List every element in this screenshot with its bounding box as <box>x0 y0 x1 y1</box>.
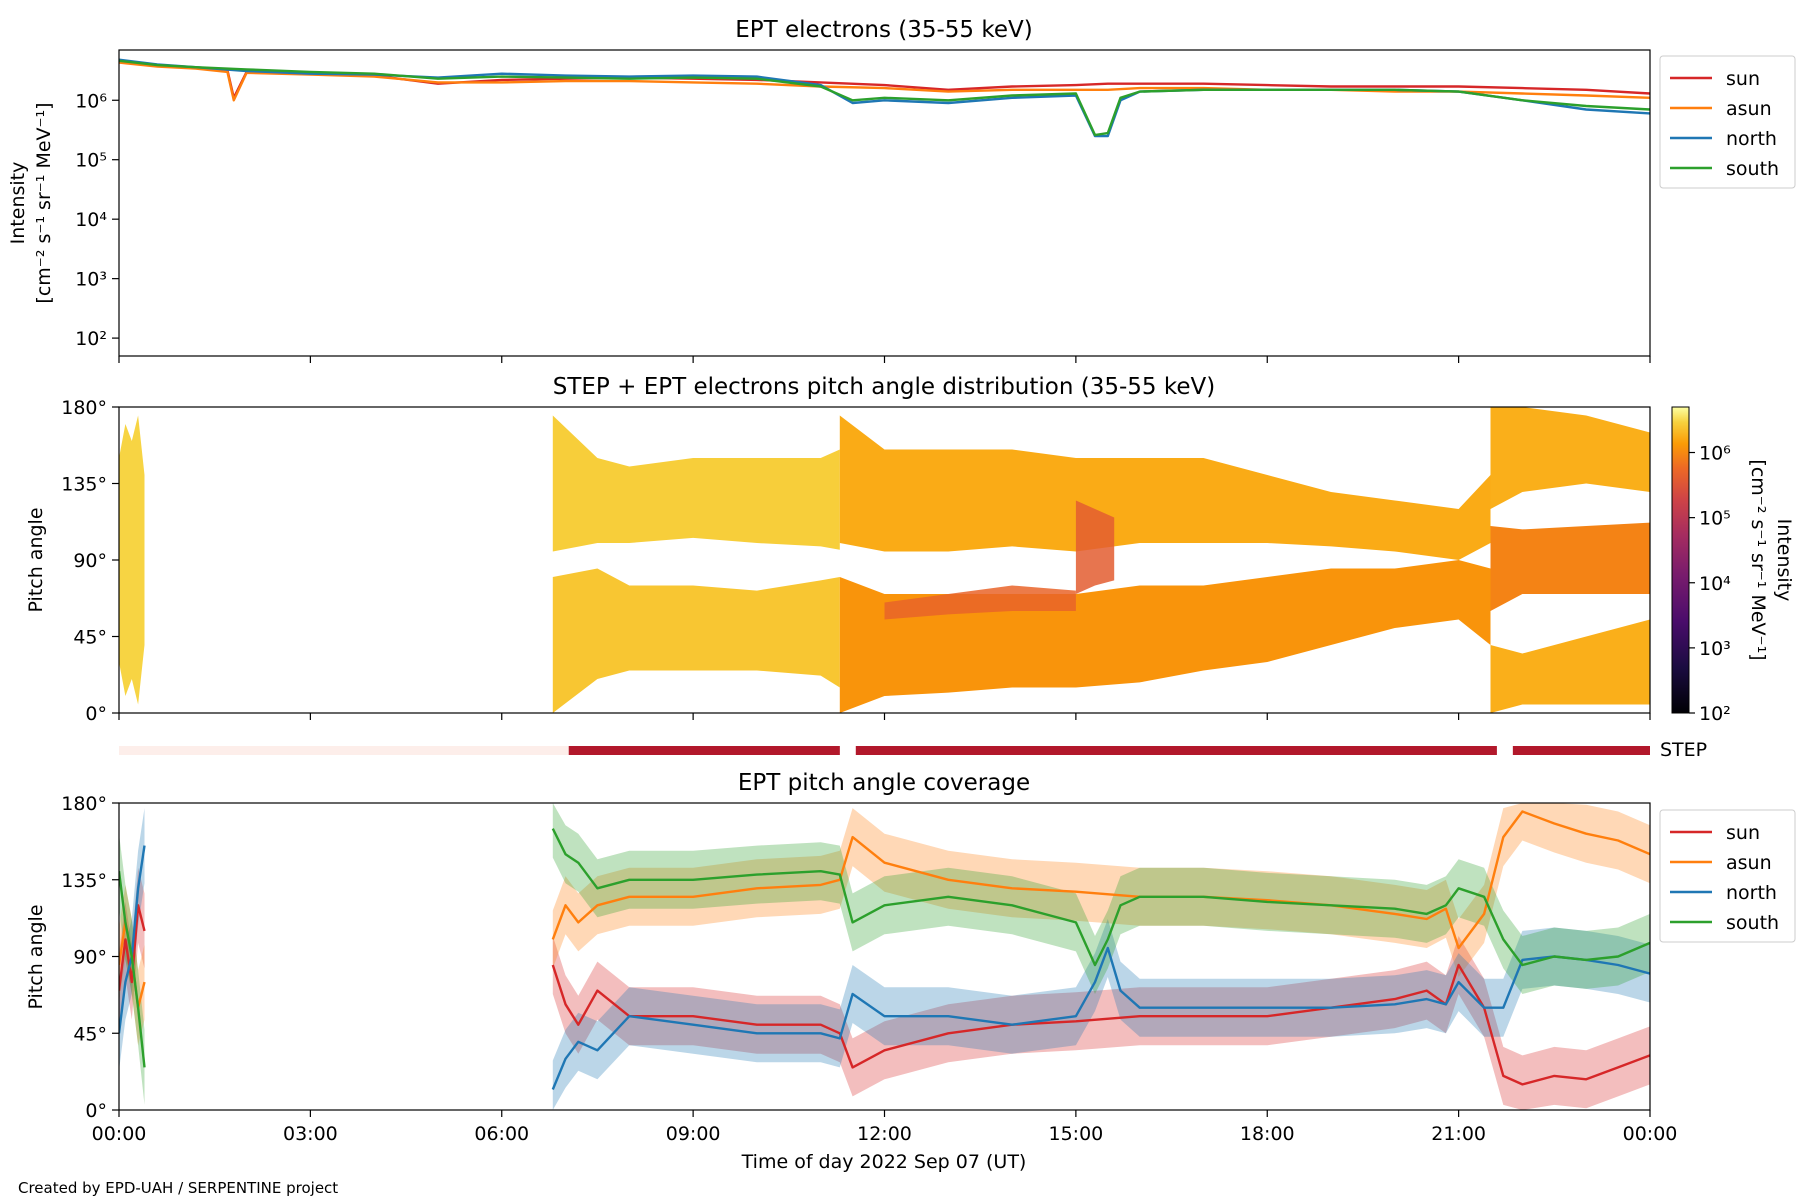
legend3-label-south: south <box>1726 912 1779 934</box>
ytick-label: 10⁴ <box>75 209 107 231</box>
pad-hot-region <box>884 585 1076 620</box>
pad-band <box>119 415 145 705</box>
panel1-plot-area <box>119 58 1650 138</box>
step-segment-off <box>119 746 569 755</box>
ytick-label: 180° <box>61 793 107 815</box>
colorbar-tick-label: 10⁵ <box>1699 508 1731 530</box>
panel2-yaxis: 0° 45° 90° 135° 180° <box>61 397 119 725</box>
series-line-sun <box>551 963 1650 1086</box>
step-label: STEP <box>1660 739 1707 761</box>
panel1-yaxis: 10² 10³ 10⁴ 10⁵ 10⁶ <box>75 90 119 350</box>
xtick-label: 03:00 <box>283 1123 338 1145</box>
pad-band <box>1490 407 1650 509</box>
ytick-label: 90° <box>73 550 107 572</box>
pad-band <box>552 568 840 713</box>
step-segment-on <box>855 746 1497 755</box>
panel3-plot-area <box>119 803 1650 1110</box>
coverage-band-south <box>552 803 1650 994</box>
legend-label-asun: asun <box>1726 98 1772 120</box>
colorbar-axis: 10² 10³ 10⁴ 10⁵ 10⁶ <box>1689 443 1731 725</box>
ytick-label: 0° <box>85 703 107 725</box>
xtick-label: 18:00 <box>1240 1123 1295 1145</box>
panel3-title: EPT pitch angle coverage <box>738 770 1030 796</box>
colorbar-tick-label: 10⁶ <box>1699 443 1731 465</box>
panel1-legend-box <box>1659 55 1796 189</box>
panel1-ylabel-line1: Intensity <box>7 162 29 245</box>
series-line-south <box>119 871 146 1068</box>
ytick-label: 90° <box>73 947 107 969</box>
pad-band <box>839 560 1491 713</box>
panel3-ylabel: Pitch angle <box>25 904 47 1009</box>
panel3-yaxis: 0° 45° 90° 135° 180° <box>61 793 119 1122</box>
credit-text: Created by EPD-UAH / SERPENTINE project <box>18 1179 338 1197</box>
legend-label-north: north <box>1726 128 1777 150</box>
colorbar-tick-label: 10³ <box>1699 638 1731 660</box>
ytick-label: 10⁵ <box>75 150 107 172</box>
panel1-legend: sun asun north south <box>1659 55 1796 189</box>
colorbar-tick-label: 10² <box>1699 703 1731 725</box>
ytick-label: 10² <box>75 328 107 350</box>
series-line-south <box>551 828 1650 967</box>
xtick-label: 15:00 <box>1048 1123 1103 1145</box>
step-status-bar <box>119 746 1650 755</box>
panel2-ylabel: Pitch angle <box>25 507 47 612</box>
series-line-sun <box>119 904 146 991</box>
panel1-title: EPT electrons (35-55 keV) <box>735 17 1032 43</box>
panel1-frame <box>118 49 1651 357</box>
ytick-label: 180° <box>61 397 107 419</box>
pad-hot-region <box>1075 500 1115 594</box>
legend3-label-north: north <box>1726 882 1777 904</box>
legend-label-south: south <box>1726 158 1779 180</box>
colorbar-label-line1: Intensity <box>1773 519 1795 602</box>
pad-band <box>1490 619 1650 713</box>
panel3-xaxis: 00:00 03:00 06:00 09:00 12:00 15:00 18:00 21:00… <box>92 1110 1678 1145</box>
ytick-label: 10³ <box>75 269 107 291</box>
pad-band <box>1490 522 1650 611</box>
legend-label-sun: sun <box>1726 68 1760 90</box>
panel3-legend-box <box>1659 809 1796 943</box>
step-segment-on <box>1512 746 1650 755</box>
series-line-south <box>119 59 1650 137</box>
ytick-label: 45° <box>73 627 107 649</box>
pad-band <box>839 415 1491 560</box>
series-line-north <box>551 946 1650 1090</box>
ytick-label: 45° <box>73 1023 107 1045</box>
pad-band <box>552 415 840 552</box>
colorbar-label-line2: [cm⁻² s⁻¹ sr⁻¹ MeV⁻¹] <box>1747 459 1769 660</box>
colorbar <box>1671 406 1690 714</box>
ytick-label: 10⁶ <box>75 90 107 112</box>
step-segment-on <box>568 746 840 755</box>
panel3-xlabel: Time of day 2022 Sep 07 (UT) <box>741 1151 1027 1173</box>
xtick-label: 12:00 <box>857 1123 912 1145</box>
xtick-label: 00:00 <box>92 1123 147 1145</box>
panel2-heatmap <box>119 407 1650 713</box>
panel3-legend: sun asun north south <box>1659 809 1796 943</box>
xtick-label: 06:00 <box>474 1123 529 1145</box>
coverage-band-asun <box>552 803 1650 977</box>
panel2-title: STEP + EPT electrons pitch angle distrib… <box>553 374 1215 400</box>
panel1-ylabel-line2: [cm⁻² s⁻¹ sr⁻¹ MeV⁻¹] <box>33 102 55 303</box>
ytick-label: 135° <box>61 474 107 496</box>
panel2-xaxis <box>118 713 1651 720</box>
ytick-label: 0° <box>85 1100 107 1122</box>
legend3-label-sun: sun <box>1726 822 1760 844</box>
xtick-label: 21:00 <box>1431 1123 1486 1145</box>
coverage-band-north <box>552 919 1650 1110</box>
coverage-band-north <box>119 808 145 1071</box>
panel1-xaxis <box>118 356 1651 363</box>
xtick-label: 09:00 <box>666 1123 721 1145</box>
xtick-label: 00:00 <box>1623 1123 1678 1145</box>
series-line-asun <box>119 61 1650 102</box>
legend3-label-asun: asun <box>1726 852 1772 874</box>
colorbar-tick-label: 10⁴ <box>1699 573 1731 595</box>
coverage-band-sun <box>552 936 1650 1110</box>
ytick-label: 135° <box>61 870 107 892</box>
